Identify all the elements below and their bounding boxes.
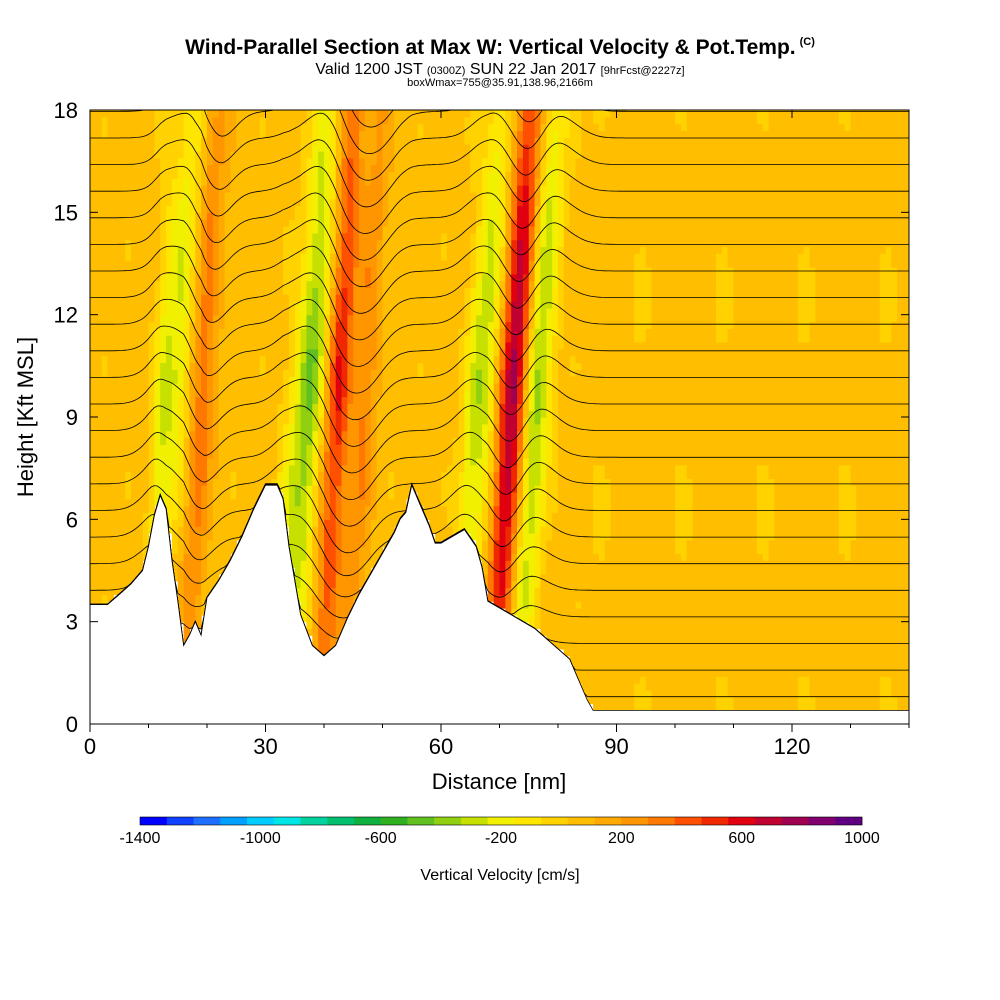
colorbar-swatch (434, 817, 462, 825)
colorbar-swatch (246, 817, 274, 825)
colorbar-tick-label: -1000 (240, 830, 281, 847)
colorbar-swatch (353, 817, 381, 825)
colorbar-swatch (621, 817, 649, 825)
x-tick-label: 60 (429, 734, 453, 759)
colorbar-swatch (567, 817, 595, 825)
colorbar-swatch (166, 817, 194, 825)
colorbar-swatch (674, 817, 702, 825)
chart-subtitle-box: boxWmax=755@35.91,138.96,2166m (407, 77, 593, 89)
colorbar-swatch (701, 817, 729, 825)
colorbar-swatch (728, 817, 756, 825)
terrain-mask (90, 483, 909, 724)
colorbar-tick-label: -600 (365, 830, 397, 847)
x-axis-label: Distance [nm] (432, 769, 567, 794)
y-axis-label: Height [Kft MSL] (13, 337, 38, 497)
y-tick-label: 12 (54, 303, 78, 328)
colorbar-swatch (541, 817, 569, 825)
x-tick-label: 0 (84, 734, 96, 759)
chart-subtitle: Valid 1200 JST (0300Z) SUN 22 Jan 2017 [… (0, 62, 1000, 79)
colorbar-swatch (808, 817, 836, 825)
colorbar-swatch (380, 817, 408, 825)
colorbar-swatch (327, 817, 355, 825)
colorbar-tick-label: -1400 (120, 830, 161, 847)
colorbar-swatch (193, 817, 221, 825)
y-tick-label: 6 (66, 507, 78, 532)
y-tick-label: 18 (54, 98, 78, 123)
colorbar: -1400 -1000 -600 -200 200 600 1000 (120, 816, 880, 847)
colorbar-swatch (514, 817, 542, 825)
colorbar-swatch (460, 817, 488, 825)
colorbar-swatch (835, 817, 863, 825)
colorbar-tick-label: 600 (728, 830, 755, 847)
colorbar-swatch (648, 817, 676, 825)
colorbar-label: Vertical Velocity [cm/s] (420, 867, 579, 884)
colorbar-swatch (140, 817, 168, 825)
subtitle-date: SUN 22 Jan 2017 (469, 61, 597, 78)
pot-temp-contours (90, 110, 909, 698)
x-tick-label: 120 (774, 734, 811, 759)
copyright-mark: (C) (799, 36, 815, 48)
colorbar-swatch (220, 817, 248, 825)
subtitle-forecast: [9hrFcst@2227z] (600, 65, 685, 77)
y-tick-label: 3 (66, 610, 78, 635)
chart-title: Wind-Parallel Section at Max W: Vertical… (185, 36, 815, 59)
subtitle-utc: (0300Z) (426, 65, 466, 77)
colorbar-tick-label: 1000 (844, 830, 880, 847)
colorbar-tick-label: 200 (608, 830, 635, 847)
x-tick-label: 30 (253, 734, 277, 759)
y-tick-label: 9 (66, 405, 78, 430)
velocity-field (90, 110, 909, 711)
y-tick-label: 0 (66, 712, 78, 737)
colorbar-swatch (594, 817, 622, 825)
colorbar-tick-label: -200 (485, 830, 517, 847)
colorbar-swatch (407, 817, 435, 825)
subtitle-valid: Valid 1200 JST (315, 61, 423, 78)
y-tick-label: 15 (54, 200, 78, 225)
colorbar-swatch (300, 817, 328, 825)
colorbar-swatch (273, 817, 301, 825)
x-tick-label: 90 (604, 734, 628, 759)
colorbar-swatch (487, 817, 515, 825)
axes: 0 30 60 90 120 0 3 6 9 12 15 18 (54, 98, 910, 759)
colorbar-swatch (755, 817, 783, 825)
colorbar-swatch (781, 817, 809, 825)
